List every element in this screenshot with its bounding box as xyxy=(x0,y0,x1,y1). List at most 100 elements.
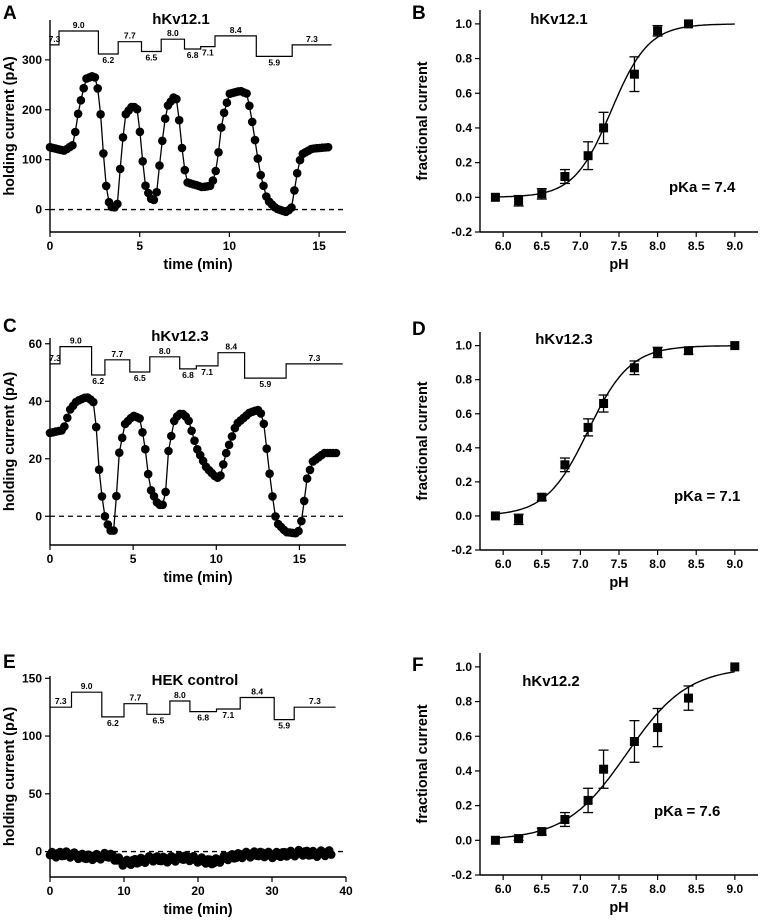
trace-point xyxy=(89,397,98,407)
trace-point xyxy=(219,108,229,118)
y-axis-label: fractional current xyxy=(415,381,431,500)
ph-step-label: 6.2 xyxy=(102,55,114,65)
y-tick-label: 0.6 xyxy=(455,407,472,421)
data-point xyxy=(490,511,500,521)
x-tick-label: 8.0 xyxy=(649,239,666,253)
trace-point xyxy=(219,460,228,469)
x-tick-label: 6.5 xyxy=(533,557,550,571)
y-tick-label: 0.0 xyxy=(455,833,472,847)
ph-step-label: 7.1 xyxy=(201,367,213,377)
trace-point xyxy=(294,526,303,536)
trace-point xyxy=(141,181,150,190)
x-tick-label: 6.0 xyxy=(495,882,512,896)
trace-point xyxy=(287,203,296,212)
y-tick-label: 0.4 xyxy=(455,764,472,778)
trace-point xyxy=(68,141,77,150)
y-tick-label: 0 xyxy=(35,203,42,217)
trace-point xyxy=(224,440,234,450)
y-axis-label: fractional current xyxy=(415,704,431,823)
x-tick-label: 10 xyxy=(223,239,237,253)
ph-step-protocol xyxy=(50,691,336,721)
data-point xyxy=(560,172,570,181)
trace-point xyxy=(221,448,231,458)
panel-letter: F xyxy=(412,655,424,676)
data-point xyxy=(629,737,639,746)
trace-point xyxy=(250,135,260,145)
trace-point xyxy=(305,465,315,475)
data-point xyxy=(684,693,693,703)
x-tick-label: 6.5 xyxy=(533,882,550,896)
ph-step-label: 7.3 xyxy=(308,353,320,363)
ph-step-label: 7.1 xyxy=(222,710,234,720)
ph-step-label: 7.7 xyxy=(111,349,123,359)
trace-point xyxy=(138,428,147,437)
y-tick-label: 0.2 xyxy=(455,156,472,170)
trace-point xyxy=(217,123,226,132)
trace-point xyxy=(211,166,220,176)
y-tick-label: 0.0 xyxy=(455,190,472,204)
x-axis-label: time (min) xyxy=(163,570,232,586)
ph-step-label: 6.8 xyxy=(187,50,199,60)
trace-point xyxy=(271,512,280,521)
panel-letter: A xyxy=(3,3,17,24)
data-point xyxy=(684,19,693,29)
trace-point xyxy=(152,187,161,197)
ph-step-label: 8.0 xyxy=(159,346,171,356)
x-tick-label: 7.5 xyxy=(611,882,628,896)
panel-title: hKv12.2 xyxy=(522,673,580,690)
trace-point xyxy=(115,448,124,458)
x-tick-label: 20 xyxy=(191,884,205,898)
fit-curve xyxy=(491,671,735,839)
data-point xyxy=(537,492,547,502)
ph-step-label: 6.5 xyxy=(152,715,164,725)
trace-point xyxy=(222,98,232,107)
trace-point xyxy=(227,432,237,441)
trace-point xyxy=(247,117,257,127)
trace-point xyxy=(135,127,145,137)
trace-point xyxy=(256,170,266,180)
y-tick-label: 0.6 xyxy=(455,729,472,743)
fit-curve xyxy=(491,345,735,515)
x-tick-label: 15 xyxy=(312,239,326,253)
ph-step-protocol xyxy=(50,346,343,379)
y-tick-label: 0 xyxy=(35,845,42,859)
data-point xyxy=(653,347,663,357)
x-tick-label: 8.0 xyxy=(649,557,666,571)
data-point xyxy=(599,764,609,774)
trace-point xyxy=(180,165,190,175)
ph-step-label: 7.3 xyxy=(306,34,318,44)
ph-step-protocol xyxy=(50,30,332,57)
x-tick-label: 8.5 xyxy=(688,239,705,253)
trace-point xyxy=(101,181,111,191)
trace-point xyxy=(118,133,128,142)
panel-title: hKv12.3 xyxy=(151,328,209,345)
y-tick-label: 0 xyxy=(35,509,42,523)
ph-step-label: 7.3 xyxy=(49,34,61,44)
trace-point xyxy=(93,84,102,93)
x-tick-label: 8.5 xyxy=(688,882,705,896)
data-point xyxy=(653,26,663,36)
trace-point xyxy=(174,115,184,125)
trace-point xyxy=(259,181,268,191)
ph-step-label: 8.0 xyxy=(167,28,179,38)
data-point xyxy=(537,189,547,199)
ph-step-label: 9.0 xyxy=(73,20,85,30)
y-tick-label: 0.4 xyxy=(455,121,472,135)
ph-step-label: 8.0 xyxy=(174,690,186,700)
x-tick-label: 5 xyxy=(136,239,143,253)
x-tick-label: 7.0 xyxy=(572,882,589,896)
y-axis-label: holding current (pA) xyxy=(2,707,18,847)
data-point xyxy=(490,192,500,202)
x-tick-label: 5 xyxy=(130,552,137,566)
trace-point xyxy=(167,431,176,441)
x-tick-label: 10 xyxy=(210,552,224,566)
ph-step-label: 5.9 xyxy=(268,57,280,67)
trace-point xyxy=(208,176,218,185)
trace-point xyxy=(97,492,107,501)
ph-step-label: 8.4 xyxy=(251,686,263,696)
trace-point xyxy=(71,127,80,137)
pka-annotation: pKa = 7.1 xyxy=(674,488,740,505)
